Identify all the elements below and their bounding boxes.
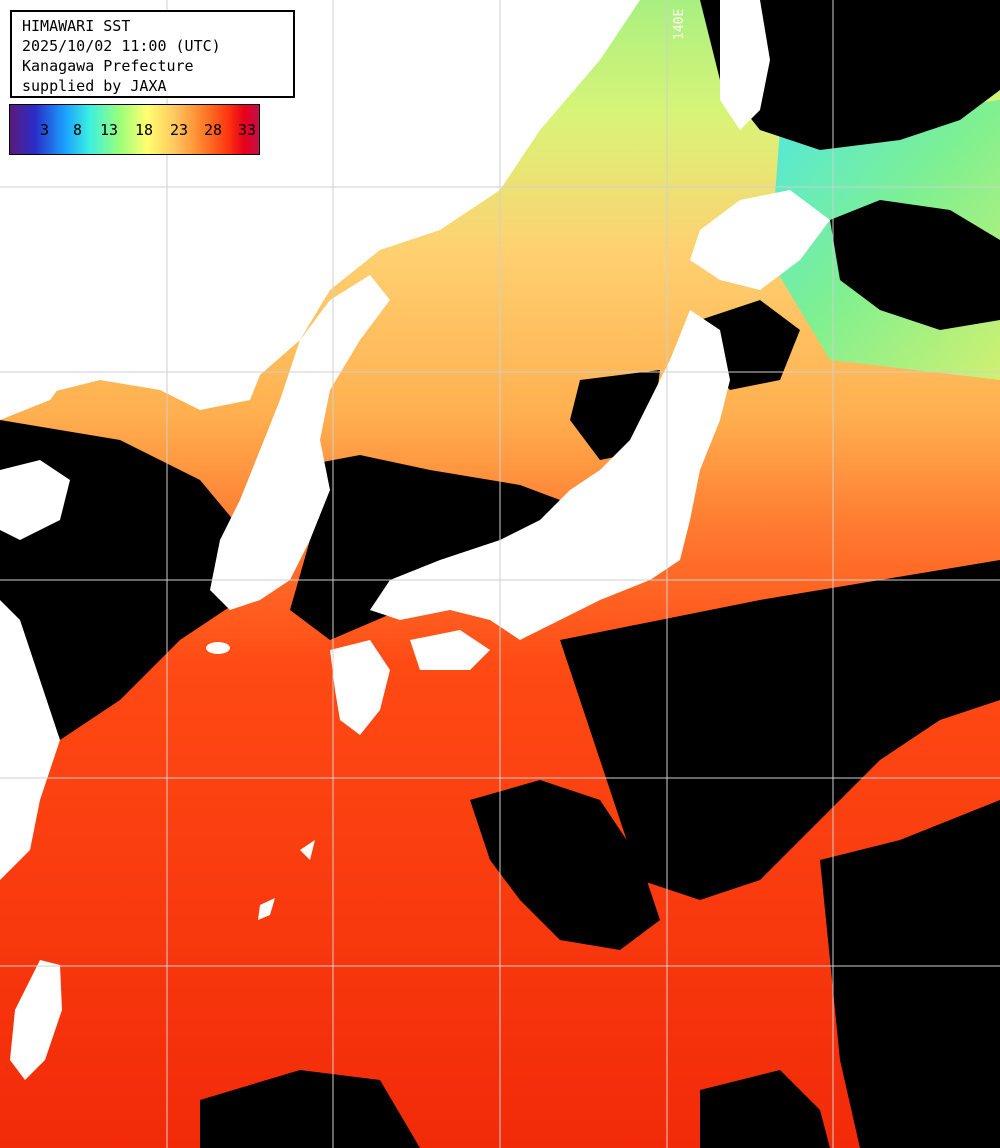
legend-tick: 3 xyxy=(40,121,50,139)
legend-tick: 13 xyxy=(100,121,119,139)
title-datetime: 2025/10/02 11:00 (UTC) xyxy=(22,37,221,55)
legend-tick: 33 xyxy=(238,121,257,139)
legend-tick: 28 xyxy=(204,121,223,139)
land-mask xyxy=(0,0,830,1080)
legend-tick: 18 xyxy=(135,121,154,139)
title-region: Kanagawa Prefecture xyxy=(22,57,194,75)
legend-tick: 8 xyxy=(73,121,83,139)
color-scale-legend: 3 8 13 18 23 28 33 xyxy=(9,104,260,155)
title-box: HIMAWARI SST 2025/10/02 11:00 (UTC) Kana… xyxy=(10,10,295,98)
title-product: HIMAWARI SST xyxy=(22,17,131,35)
lon-label-140e: 140E xyxy=(672,8,687,40)
title-source: supplied by JAXA xyxy=(22,77,167,95)
lat-label-30n: 30N xyxy=(20,760,44,775)
lat-label-40n: 40N xyxy=(20,352,44,367)
legend-tick: 23 xyxy=(170,121,189,139)
